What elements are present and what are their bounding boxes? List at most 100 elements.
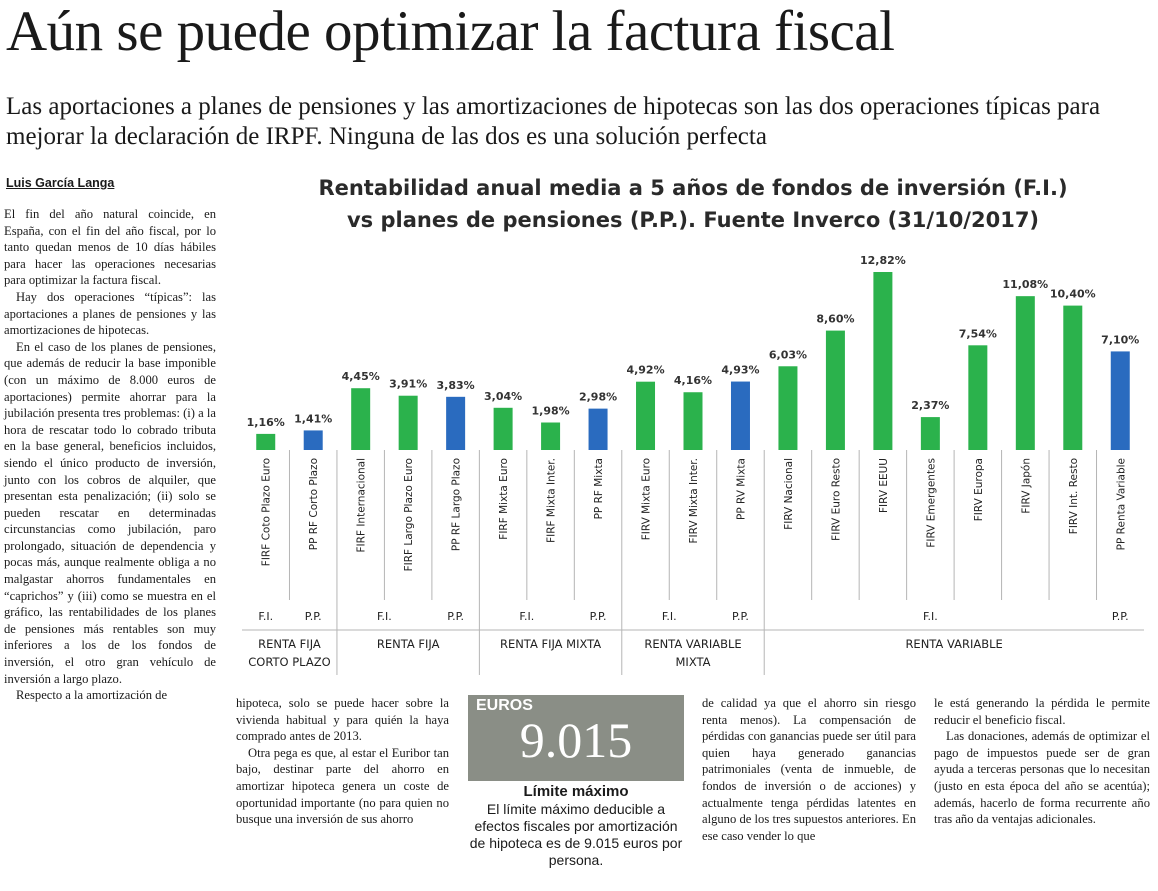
bar-value-label: 6,03% bbox=[769, 348, 807, 361]
bar-value-label: 1,16% bbox=[247, 416, 285, 429]
article-column-3: de calidad ya que el ahorro sin riesgo r… bbox=[702, 695, 916, 844]
chart-bar bbox=[1015, 296, 1035, 450]
group-kind-label: F.I. bbox=[377, 610, 392, 623]
callout-value: 9.015 bbox=[519, 712, 633, 768]
bar-chart: Rentabilidad anual media a 5 años de fon… bbox=[232, 162, 1154, 682]
category-label: FIRV Mixta Euro bbox=[641, 458, 653, 540]
chart-bar bbox=[920, 417, 940, 450]
group-kind-label: F.I. bbox=[662, 610, 677, 623]
chart-bar bbox=[778, 366, 798, 450]
callout-box: EUROS 9.015 Límite máximo El límite máxi… bbox=[468, 695, 684, 885]
group-kind-label: P.P. bbox=[732, 610, 749, 623]
bar-value-label: 7,10% bbox=[1101, 333, 1139, 346]
article-column-1: El fin del año natural coincide, en Espa… bbox=[4, 206, 216, 704]
chart-bar bbox=[446, 396, 466, 450]
paragraph: En el caso de los planes de pensiones, q… bbox=[4, 339, 216, 686]
section-label: RENTA FIJA bbox=[377, 637, 440, 651]
category-label: FIRV Japón bbox=[1020, 458, 1032, 514]
bar-value-label: 4,45% bbox=[342, 370, 380, 383]
group-kind-label: P.P. bbox=[1112, 610, 1129, 623]
bar-value-label: 2,37% bbox=[911, 399, 949, 412]
group-kind-label: F.I. bbox=[519, 610, 534, 623]
category-label: FIRV Mixta Inter. bbox=[688, 458, 700, 543]
category-label: FIRV EEUU bbox=[878, 458, 890, 513]
chart-bar bbox=[636, 381, 656, 450]
chart-bar bbox=[303, 430, 323, 450]
chart-bar bbox=[683, 392, 703, 450]
bar-value-label: 2,98% bbox=[579, 391, 617, 404]
article-column-2: hipoteca, solo se puede hacer sobre la v… bbox=[236, 695, 449, 828]
chart-bar bbox=[398, 395, 418, 450]
category-label: FIRV Euro Resto bbox=[830, 458, 842, 541]
group-kind-label: F.I. bbox=[923, 610, 938, 623]
section-label: RENTA FIJA bbox=[258, 637, 321, 651]
category-label: PP Renta Variable bbox=[1115, 458, 1127, 550]
section-label: RENTA FIJA MIXTA bbox=[500, 637, 601, 651]
article-column-4: le está generando la pérdida le permite … bbox=[934, 695, 1150, 828]
bar-value-label: 1,41% bbox=[294, 412, 332, 425]
paragraph: de calidad ya que el ahorro sin riesgo r… bbox=[702, 696, 916, 843]
paragraph: Hay dos operaciones “típicas”: las aport… bbox=[4, 289, 216, 338]
category-label: FIRV Emergentes bbox=[925, 458, 937, 548]
bar-value-label: 12,82% bbox=[860, 254, 906, 267]
chart-plot: 1,16% FIRF Coto Plazo Euro 1,41% PP RF Cort… bbox=[242, 254, 1144, 675]
category-label: PP RV Mixta bbox=[735, 458, 747, 520]
bar-value-label: 8,60% bbox=[816, 313, 854, 326]
bar-value-label: 3,04% bbox=[484, 390, 522, 403]
chart-title-line-2: vs planes de pensiones (P.P.). Fuente In… bbox=[346, 208, 1040, 232]
category-label: FIRF Coto Plazo Euro bbox=[261, 458, 273, 566]
callout-description: El límite máximo deducible a efectos fis… bbox=[469, 801, 683, 868]
chart-bar bbox=[351, 388, 371, 450]
chart-title: Rentabilidad anual media a 5 años de fon… bbox=[232, 172, 1154, 236]
category-label: FIRV Nacional bbox=[783, 458, 795, 530]
section-label: RENTA VARIABLE bbox=[644, 637, 741, 651]
bar-value-label: 10,40% bbox=[1050, 288, 1096, 301]
group-kind-label: F.I. bbox=[258, 610, 273, 623]
chart-bar bbox=[968, 345, 988, 450]
bar-value-label: 4,16% bbox=[674, 374, 712, 387]
paragraph: Las donaciones, además de optimizar el p… bbox=[934, 729, 1150, 827]
category-label: PP RF Mixta bbox=[593, 458, 605, 519]
chart-bar bbox=[825, 330, 845, 450]
category-label: FIRF Largo Plazo Euro bbox=[403, 458, 415, 571]
byline: Luis García Langa bbox=[6, 176, 115, 190]
paragraph: hipoteca, solo se puede hacer sobre la v… bbox=[236, 696, 449, 744]
chart-bar bbox=[873, 272, 893, 450]
category-label: FIRV Europa bbox=[973, 458, 985, 521]
category-label: PP RF Largo Plazo bbox=[451, 458, 463, 551]
callout-label: Límite máximo bbox=[523, 783, 629, 800]
chart-bar bbox=[541, 422, 561, 450]
chart-bar bbox=[493, 407, 513, 450]
group-kind-label: P.P. bbox=[590, 610, 607, 623]
category-label: FIRV Int. Resto bbox=[1068, 458, 1080, 534]
section-label: RENTA VARIABLE bbox=[905, 637, 1002, 651]
bar-value-label: 1,98% bbox=[531, 405, 569, 418]
bar-value-label: 3,91% bbox=[389, 378, 427, 391]
bar-value-label: 11,08% bbox=[1002, 278, 1048, 291]
chart-bar bbox=[1110, 351, 1130, 450]
bar-value-label: 7,54% bbox=[959, 327, 997, 340]
paragraph: Respecto a la amortización de bbox=[16, 688, 168, 703]
category-label: FIRF Internacional bbox=[356, 458, 368, 552]
category-label: PP RF Corto Plazo bbox=[308, 458, 320, 550]
group-kind-label: P.P. bbox=[305, 610, 322, 623]
category-label: FIRF Mixta Euro bbox=[498, 458, 510, 540]
chart-title-line-1: Rentabilidad anual media a 5 años de fon… bbox=[318, 176, 1068, 200]
section-label: MIXTA bbox=[676, 655, 711, 669]
paragraph: Otra pega es que, al estar el Euribor ta… bbox=[236, 745, 449, 827]
section-label: CORTO PLAZO bbox=[248, 655, 330, 669]
bar-value-label: 3,83% bbox=[437, 379, 475, 392]
bar-value-label: 4,93% bbox=[721, 364, 759, 377]
category-label: FIRF Mixta Inter. bbox=[546, 458, 558, 543]
deck: Las aportaciones a planes de pensiones y… bbox=[6, 93, 1101, 150]
paragraph: le está generando la pérdida le permite … bbox=[934, 696, 1150, 727]
callout-banner: EUROS 9.015 bbox=[468, 695, 684, 781]
chart-bar bbox=[1063, 305, 1083, 450]
paragraph: El fin del año natural coincide, en Espa… bbox=[4, 207, 216, 288]
chart-bar bbox=[730, 381, 750, 450]
headline: Aún se puede optimizar la factura fiscal bbox=[6, 0, 895, 63]
bar-value-label: 4,92% bbox=[626, 364, 664, 377]
group-kind-label: P.P. bbox=[447, 610, 464, 623]
chart-bar bbox=[588, 408, 608, 450]
callout-unit: EUROS bbox=[476, 697, 533, 714]
